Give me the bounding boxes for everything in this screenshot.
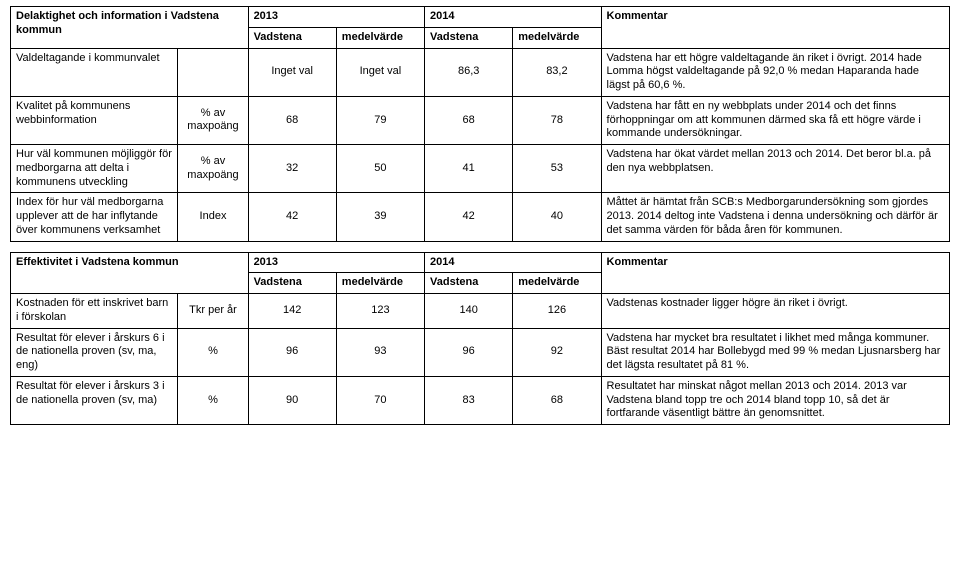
cell: 90 xyxy=(248,376,336,424)
cell: 96 xyxy=(248,328,336,376)
table-row: Kostnaden för ett inskrivet barn i försk… xyxy=(11,294,950,329)
cell: 68 xyxy=(513,376,601,424)
table-row: Effektivitet i Vadstena kommun 2013 2014… xyxy=(11,252,950,273)
table-row: Kvalitet på kommunens webbinformation % … xyxy=(11,96,950,144)
cell: 78 xyxy=(513,96,601,144)
row-comment: Vadstena har ett högre valdeltagande än … xyxy=(601,48,949,96)
cell: 68 xyxy=(248,96,336,144)
row-unit: % xyxy=(178,328,248,376)
row-comment: Vadstena har fått en ny webbplats under … xyxy=(601,96,949,144)
cell: 68 xyxy=(425,96,513,144)
row-unit: Tkr per år xyxy=(178,294,248,329)
cell: 86,3 xyxy=(425,48,513,96)
cell: 42 xyxy=(248,193,336,241)
year-2013: 2013 xyxy=(248,7,424,28)
row-desc: Valdeltagande i kommunvalet xyxy=(11,48,178,96)
cell: 123 xyxy=(336,294,424,329)
cell: 126 xyxy=(513,294,601,329)
cell: 32 xyxy=(248,145,336,193)
table-row: Delaktighet och information i Vadstena k… xyxy=(11,7,950,28)
col-vadstena: Vadstena xyxy=(425,273,513,294)
year-2014: 2014 xyxy=(425,252,601,273)
row-desc: Kvalitet på kommunens webbinformation xyxy=(11,96,178,144)
table-effektivitet: Effektivitet i Vadstena kommun 2013 2014… xyxy=(10,252,950,426)
comment-header: Kommentar xyxy=(601,7,949,49)
row-desc: Index för hur väl medborgarna upplever a… xyxy=(11,193,178,241)
table-row: Resultat för elever i årskurs 3 i de nat… xyxy=(11,376,950,424)
row-unit: % xyxy=(178,376,248,424)
row-desc: Kostnaden för ett inskrivet barn i försk… xyxy=(11,294,178,329)
table-row: Hur väl kommunen möjliggör för medborgar… xyxy=(11,145,950,193)
cell: 79 xyxy=(336,96,424,144)
spacer xyxy=(10,242,950,252)
col-medel: medelvärde xyxy=(513,273,601,294)
cell: 93 xyxy=(336,328,424,376)
table-delaktighet: Delaktighet och information i Vadstena k… xyxy=(10,6,950,242)
table-row: Valdeltagande i kommunvalet Inget val In… xyxy=(11,48,950,96)
cell: 70 xyxy=(336,376,424,424)
cell: 40 xyxy=(513,193,601,241)
row-desc: Resultat för elever i årskurs 6 i de nat… xyxy=(11,328,178,376)
table-row: Index för hur väl medborgarna upplever a… xyxy=(11,193,950,241)
table-title: Delaktighet och information i Vadstena k… xyxy=(11,7,249,49)
row-desc: Hur väl kommunen möjliggör för medborgar… xyxy=(11,145,178,193)
col-medel: medelvärde xyxy=(336,27,424,48)
cell: 92 xyxy=(513,328,601,376)
year-2014: 2014 xyxy=(425,7,601,28)
row-unit: Index xyxy=(178,193,248,241)
cell: 39 xyxy=(336,193,424,241)
cell: 142 xyxy=(248,294,336,329)
col-medel: medelvärde xyxy=(336,273,424,294)
col-medel: medelvärde xyxy=(513,27,601,48)
col-vadstena: Vadstena xyxy=(248,273,336,294)
cell: 96 xyxy=(425,328,513,376)
row-unit: % av maxpoäng xyxy=(178,145,248,193)
row-comment: Vadstena har ökat värdet mellan 2013 och… xyxy=(601,145,949,193)
cell: Inget val xyxy=(248,48,336,96)
cell: 83 xyxy=(425,376,513,424)
cell: 42 xyxy=(425,193,513,241)
table-row: Resultat för elever i årskurs 6 i de nat… xyxy=(11,328,950,376)
cell: 41 xyxy=(425,145,513,193)
row-desc: Resultat för elever i årskurs 3 i de nat… xyxy=(11,376,178,424)
row-unit xyxy=(178,48,248,96)
cell: 50 xyxy=(336,145,424,193)
row-comment: Måttet är hämtat från SCB:s Medborgarund… xyxy=(601,193,949,241)
cell: 53 xyxy=(513,145,601,193)
row-comment: Vadstenas kostnader ligger högre än rike… xyxy=(601,294,949,329)
table-title: Effektivitet i Vadstena kommun xyxy=(11,252,249,294)
col-vadstena: Vadstena xyxy=(425,27,513,48)
row-comment: Resultatet har minskat något mellan 2013… xyxy=(601,376,949,424)
cell: 140 xyxy=(425,294,513,329)
col-vadstena: Vadstena xyxy=(248,27,336,48)
cell: 83,2 xyxy=(513,48,601,96)
row-comment: Vadstena har mycket bra resultatet i lik… xyxy=(601,328,949,376)
cell: Inget val xyxy=(336,48,424,96)
year-2013: 2013 xyxy=(248,252,424,273)
row-unit: % av maxpoäng xyxy=(178,96,248,144)
comment-header: Kommentar xyxy=(601,252,949,294)
